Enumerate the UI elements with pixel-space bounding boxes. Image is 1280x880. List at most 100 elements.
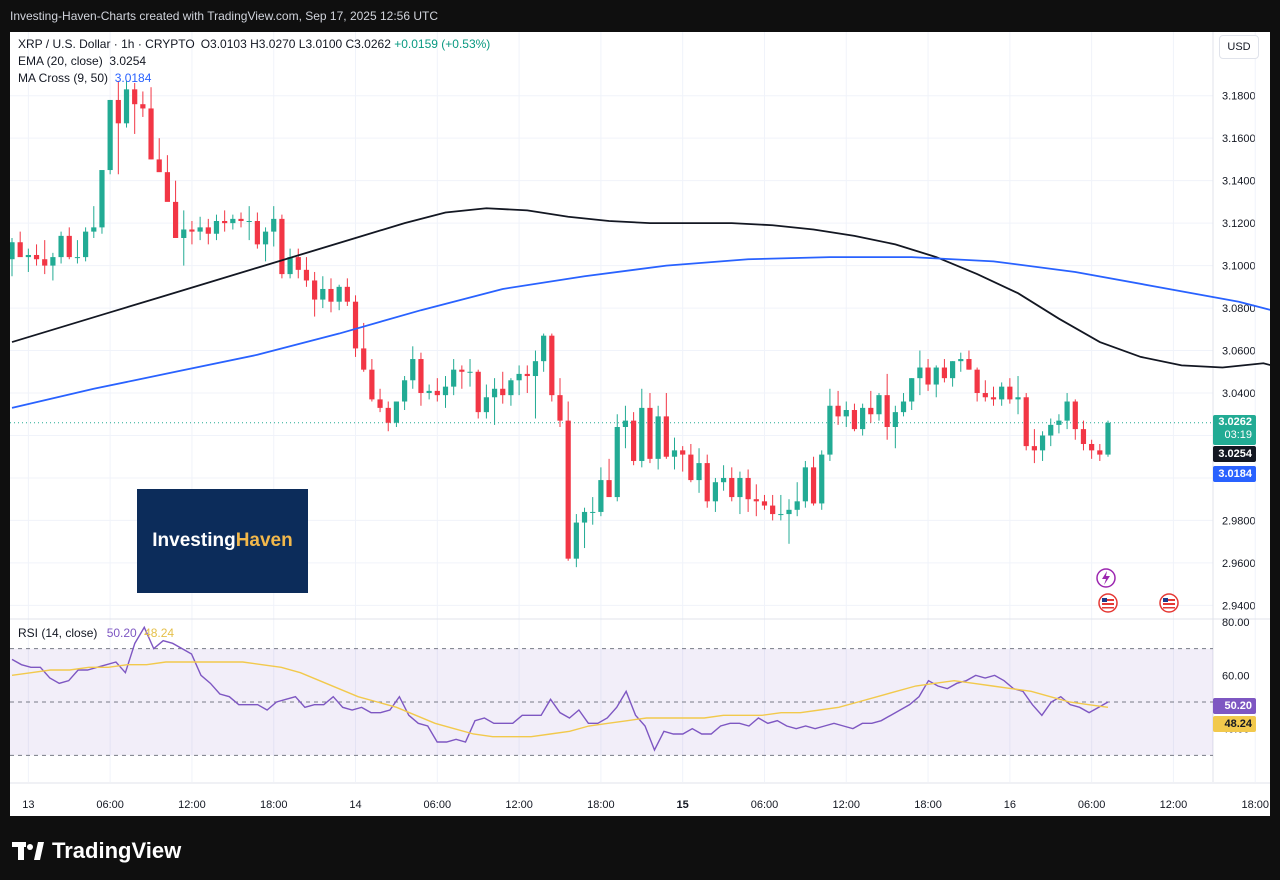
candle-body [819, 454, 825, 504]
candle-body [1023, 397, 1029, 447]
candle-body [189, 229, 195, 232]
legend-ema-value: 3.0254 [109, 54, 147, 68]
legend-ma-value: 3.0184 [114, 71, 152, 85]
legend-symbol[interactable]: XRP / U.S. Dollar · 1h · CRYPTO [18, 37, 195, 51]
candle-body [410, 359, 416, 381]
candle-body [1064, 401, 1070, 421]
candle-body [900, 401, 907, 413]
candle-body [369, 369, 375, 400]
candle-body [230, 218, 236, 224]
candle-body [107, 99, 113, 171]
candle-body [132, 89, 138, 105]
candle-body [704, 463, 710, 502]
candle-body [418, 359, 424, 394]
candle-body [647, 407, 653, 459]
candle-body [483, 397, 489, 413]
candle-body [1080, 429, 1087, 444]
chart-frame[interactable]: 3.1800 3.1600 3.1400 3.1200 3.1000 3.0800 3.06… [10, 32, 1270, 816]
candle-body [606, 480, 612, 498]
x-tick-label: 18:00 [914, 799, 942, 811]
candle-body [33, 254, 40, 260]
candle-body [639, 407, 645, 461]
candle-body [500, 388, 506, 396]
candle-body [222, 221, 228, 224]
candle-body [835, 405, 841, 417]
candle-body [91, 227, 97, 232]
logo-part-investing: Investing [152, 530, 236, 551]
x-tick-label: 12:00 [178, 799, 206, 811]
chart-credit: Investing-Haven-Charts created with Trad… [10, 9, 439, 23]
chart-canvas[interactable]: 3.1800 3.1600 3.1400 3.1200 3.1000 3.0800 3.06… [10, 32, 1270, 816]
candle-body [401, 380, 408, 402]
candle-body [213, 221, 220, 234]
candle-body [941, 367, 948, 379]
candle-body [892, 412, 898, 427]
x-tick-label: 18:00 [1241, 799, 1269, 811]
legend-ema-row[interactable]: EMA (20, close) 3.0254 [18, 53, 490, 70]
candle-body [810, 467, 817, 504]
legend-ma-label: MA Cross (9, 50) [18, 71, 109, 85]
candle-body [532, 361, 539, 377]
candle-body [1072, 401, 1078, 430]
candle-body [876, 395, 882, 415]
y-tick-label: 3.1800 [1222, 91, 1256, 103]
candle-body [557, 395, 563, 421]
candle-body [688, 454, 694, 481]
candle-body [949, 361, 956, 379]
candle-body [320, 288, 326, 300]
candle-body [974, 369, 980, 394]
y-tick-label: 2.9400 [1222, 600, 1256, 612]
candle-body [1089, 443, 1095, 451]
candle-body [344, 286, 350, 302]
rsi-legend[interactable]: RSI (14, close) 50.20 48.24 [18, 626, 174, 640]
candle-body [720, 477, 727, 483]
candle-body [631, 420, 637, 461]
x-tick-label: 18:00 [587, 799, 615, 811]
us-flag-event-icon[interactable] [1097, 592, 1119, 614]
candle-body [933, 367, 939, 385]
legend-ohlc: O3.0103 H3.0270 L3.0100 C3.0262 [200, 37, 391, 51]
candle-body [549, 335, 555, 396]
x-tick-label: 16 [1004, 799, 1016, 811]
tradingview-logo[interactable]: TradingView [12, 838, 181, 864]
candle-body [753, 499, 759, 502]
candle-body [786, 509, 792, 515]
candle-body [491, 388, 498, 398]
currency-button[interactable]: USD [1219, 35, 1259, 59]
countdown-value: 03:19 [1224, 429, 1252, 441]
candle-body [990, 397, 997, 400]
candle-body [516, 373, 522, 381]
y-tick-label: 3.1200 [1222, 218, 1256, 230]
candle-body [172, 201, 179, 238]
x-tick-label: 06:00 [424, 799, 452, 811]
candle-body [541, 335, 547, 362]
candle-body [778, 514, 784, 516]
candle-body [794, 501, 800, 510]
candle-body [1048, 424, 1054, 436]
candle-body [74, 257, 81, 259]
candle-body [58, 235, 64, 258]
candle-body [729, 477, 735, 498]
candle-body [336, 286, 342, 302]
ma-price-label: 3.0184 [1213, 466, 1256, 482]
rsi-y-tick-label: 80.00 [1222, 617, 1250, 629]
candle-body [50, 257, 56, 266]
candle-body [66, 235, 72, 258]
candle-body [761, 501, 768, 506]
y-tick-label: 3.1000 [1222, 261, 1256, 273]
candle-body [156, 159, 162, 173]
us-flag-event-icon[interactable] [1158, 592, 1180, 614]
x-tick-label: 06:00 [751, 799, 779, 811]
lightning-event-icon[interactable] [1095, 567, 1117, 589]
legend-ma-row[interactable]: MA Cross (9, 50) 3.0184 [18, 70, 490, 87]
candle-body [770, 505, 776, 515]
candle-body [508, 380, 514, 396]
candle-body [917, 367, 923, 379]
candle-body [868, 407, 874, 415]
candle-body [851, 410, 858, 430]
candle-body [164, 172, 171, 202]
logo-part-haven: Haven [235, 530, 293, 551]
y-tick-label: 2.9600 [1222, 558, 1256, 570]
candle-body [238, 218, 244, 222]
ema-20-line [11, 207, 1270, 369]
